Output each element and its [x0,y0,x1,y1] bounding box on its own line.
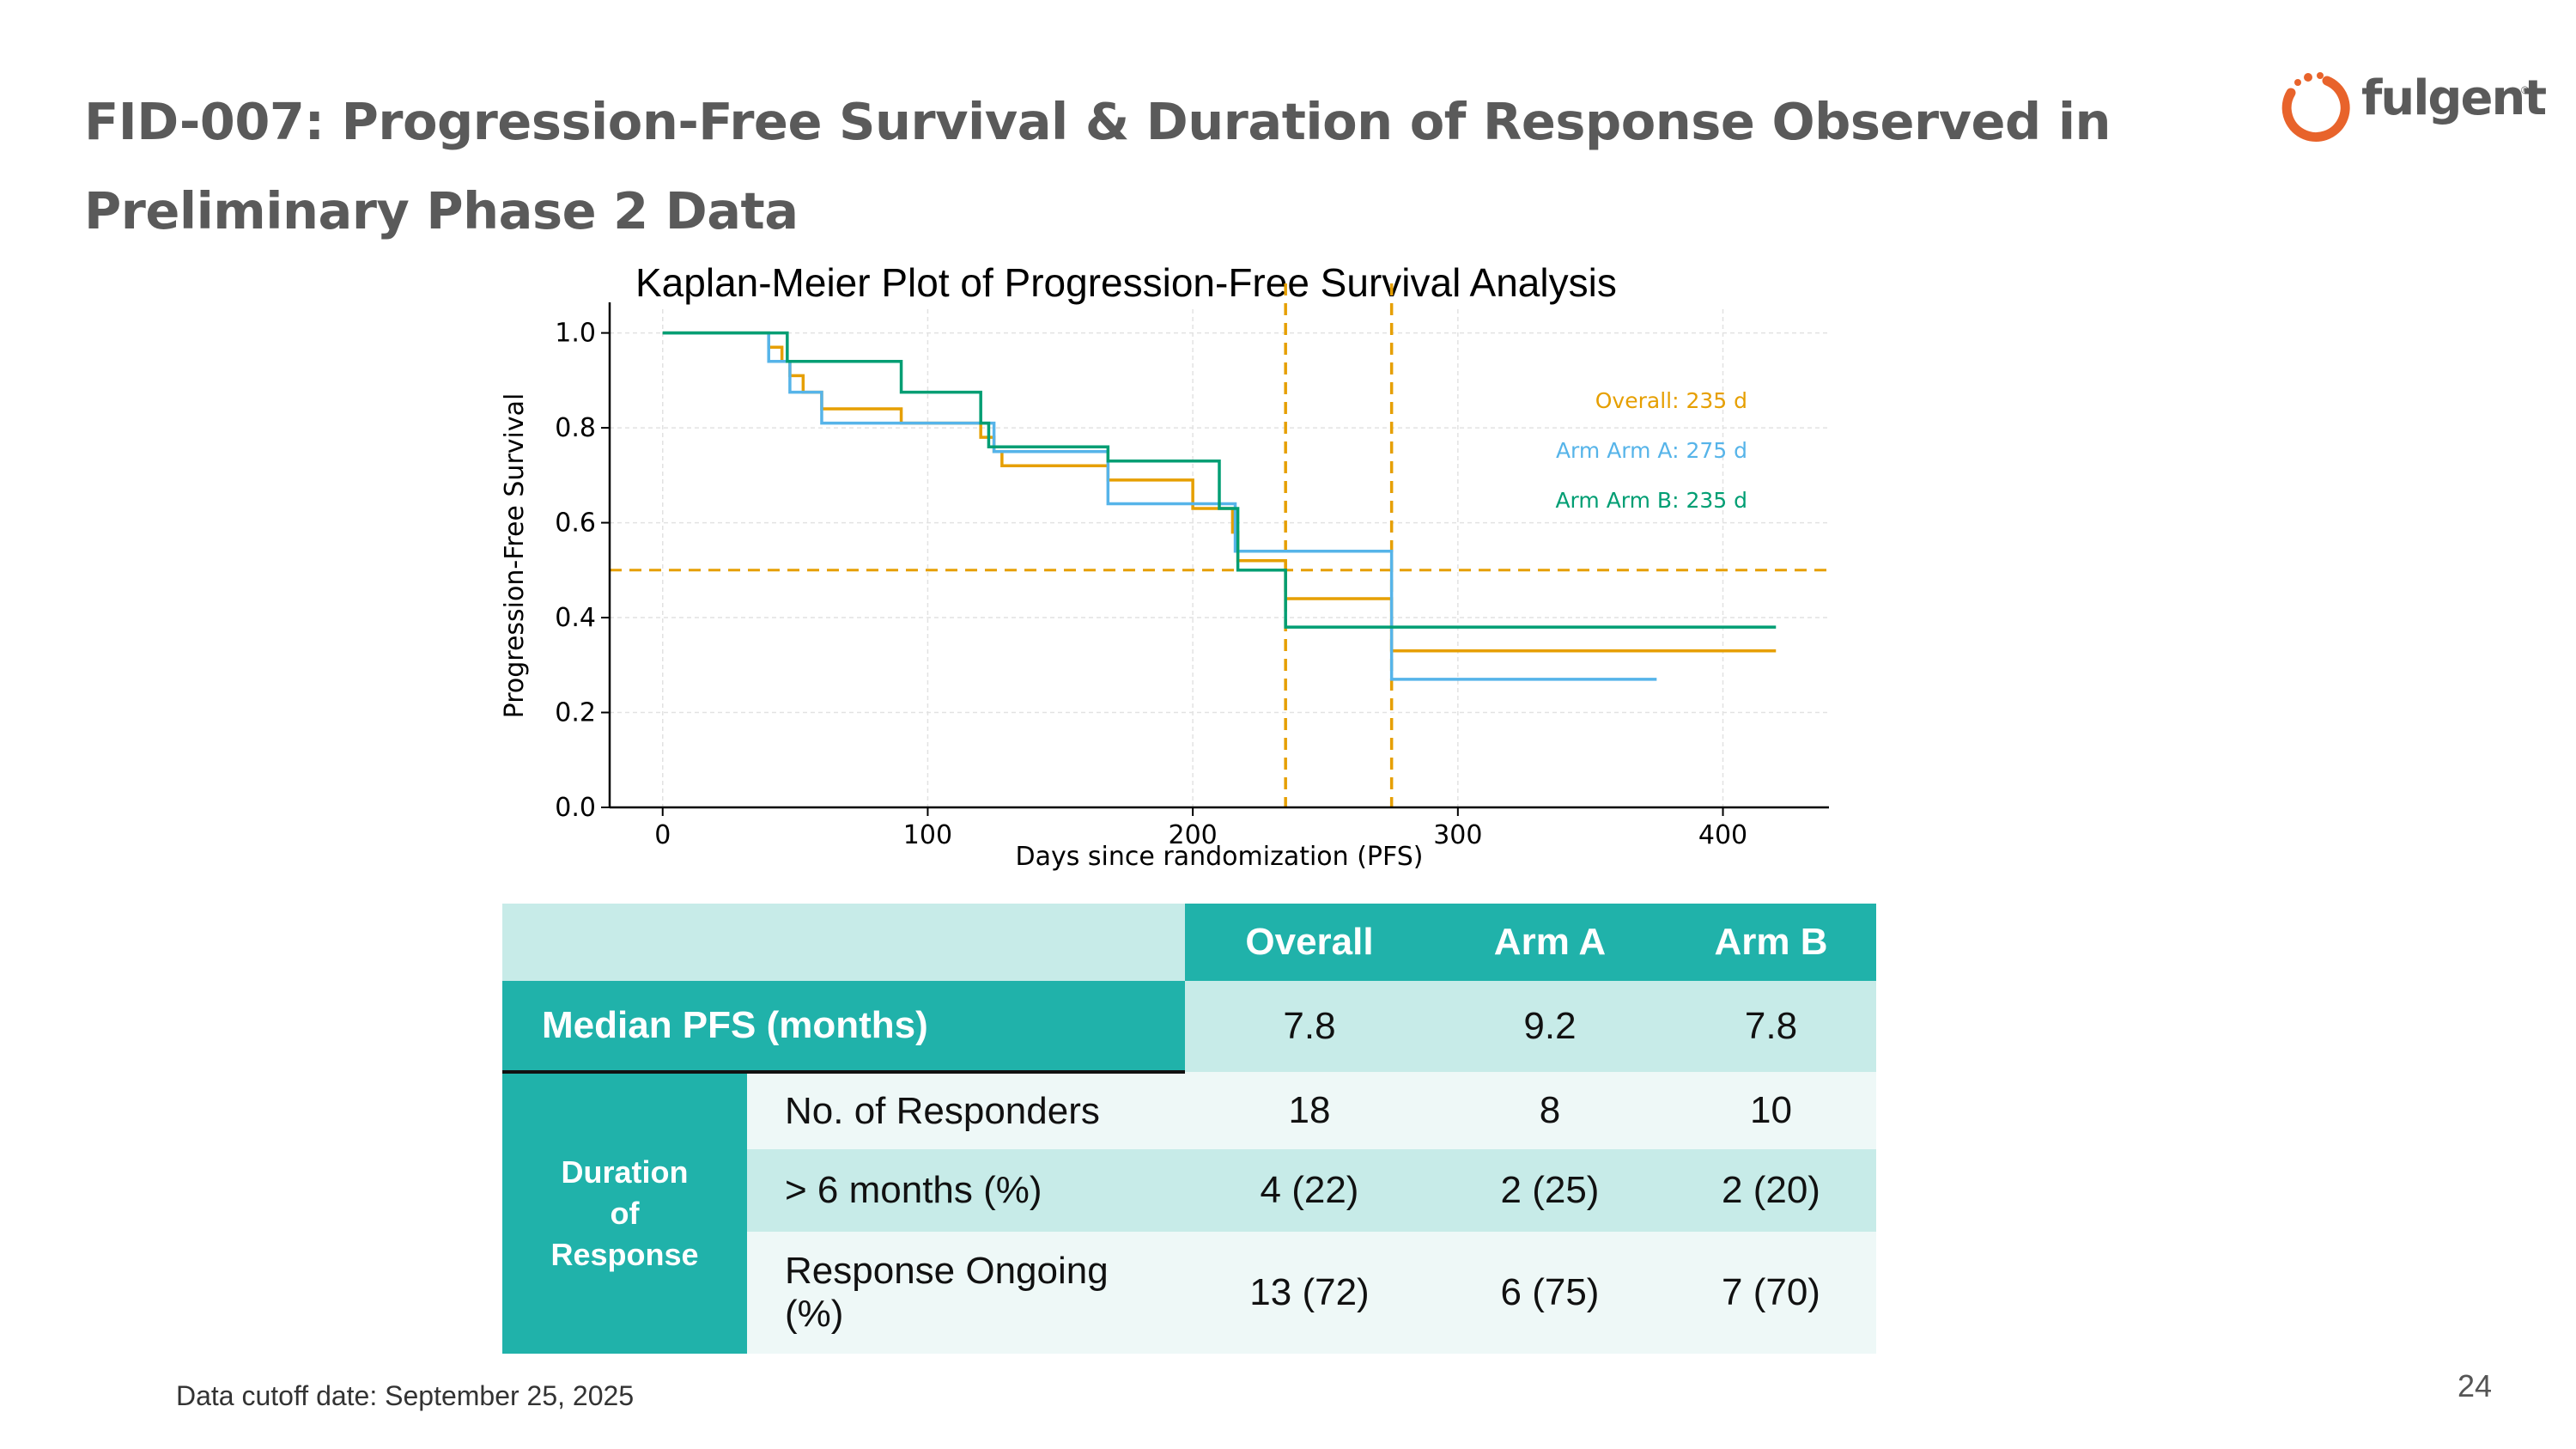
y-tick-label: 1.0 [555,319,596,349]
y-tick-label: 0.6 [555,508,596,539]
logo-trademark-icon: ® [2521,84,2529,96]
median-annotation: Arm Arm A: 275 d [1556,438,1747,463]
y-axis-label: Progression-Free Survival [500,393,530,719]
median-pfs-arm-a: 9.2 [1434,981,1666,1072]
median-pfs-label: Median PFS (months) [502,981,1185,1074]
table-row: > 6 months (%) 4 (22) 2 (25) 2 (20) [502,1149,1876,1232]
median-pfs-overall: 7.8 [1185,981,1434,1072]
responders-overall: 18 [1185,1072,1434,1149]
table-row: Duration of Response No. of Responders 1… [502,1072,1876,1354]
ongoing-label: Response Ongoing (%) [747,1232,1185,1354]
fulgent-logo: fulgent ® [2275,69,2547,146]
median-annotation: Overall: 235 d [1595,388,1747,413]
x-tick-label: 200 [1168,820,1217,850]
slide-title-line1: FID-007: Progression-Free Survival & Dur… [84,92,2111,151]
six-months-label: > 6 months (%) [747,1149,1185,1232]
six-months-overall: 4 (22) [1185,1149,1434,1232]
header-blank-cell [502,904,1185,981]
median-annotation: Arm Arm B: 235 d [1555,488,1747,513]
logo-wordmark: fulgent [2361,70,2547,126]
x-axis-label: Days since randomization (PFS) [1016,842,1424,872]
y-tick-label: 0.4 [555,603,596,633]
six-months-arm-b: 2 (20) [1666,1149,1876,1232]
header-arm-b: Arm B [1666,904,1876,981]
ongoing-overall: 13 (72) [1185,1232,1434,1354]
duration-of-response-label: Duration of Response [502,1072,747,1354]
page-number: 24 [2458,1368,2493,1403]
logo-ring-icon [2281,72,2350,142]
series-line-arm-b [662,331,1777,629]
chart-title: Kaplan-Meier Plot of Progression-Free Su… [635,260,1617,305]
results-table: Overall Arm A Arm B Median PFS (months) … [502,904,1876,1354]
y-tick-label: 0.2 [555,698,596,728]
ongoing-arm-a: 6 (75) [1434,1232,1666,1354]
x-tick-label: 100 [903,820,952,850]
dor-label-line1: Duration [561,1154,689,1190]
responders-label: No. of Responders [747,1072,1185,1149]
median-pfs-arm-b: 7.8 [1666,981,1876,1072]
ongoing-label-line2: (%) [785,1293,844,1335]
km-plot: Kaplan-Meier Plot of Progression-Free Su… [500,260,1829,872]
reference-lines [610,283,1829,807]
y-tick-label: 0.8 [555,413,596,443]
header-arm-a: Arm A [1434,904,1666,981]
annotation-layer: Overall: 235 d Arm Arm A: 275 d Arm Arm B:… [1555,388,1747,513]
dor-label-line3: Response [550,1237,699,1272]
table-row: Response Ongoing (%) 13 (72) 6 (75) 7 (7… [502,1232,1876,1354]
responders-arm-a: 8 [1434,1072,1666,1149]
axis-layer: 0 100 200 300 400 0.0 0.2 0.4 0.6 0.8 1.0 [555,302,1829,850]
median-pfs-row: Median PFS (months) 7.8 9.2 7.8 [502,981,1876,1074]
data-cutoff-note: Data cutoff date: September 25, 2025 [176,1380,635,1411]
slide-title-line2: Preliminary Phase 2 Data [84,181,799,240]
table-header-row: Overall Arm A Arm B [502,904,1876,981]
series-line-arm-a [662,331,1657,681]
x-tick-label: 400 [1698,820,1747,850]
ongoing-arm-b: 7 (70) [1666,1232,1876,1354]
header-overall: Overall [1185,904,1434,981]
series-layer [662,331,1777,681]
grid-layer [610,309,1829,808]
y-tick-label: 0.0 [555,793,596,823]
ongoing-label-line1: Response Ongoing [785,1250,1109,1292]
six-months-arm-a: 2 (25) [1434,1149,1666,1232]
x-tick-label: 300 [1433,820,1482,850]
responders-arm-b: 10 [1666,1072,1876,1149]
x-tick-label: 0 [654,820,671,850]
dor-label-line2: of [610,1196,640,1231]
slide-title: FID-007: Progression-Free Survival & Dur… [84,77,2145,256]
